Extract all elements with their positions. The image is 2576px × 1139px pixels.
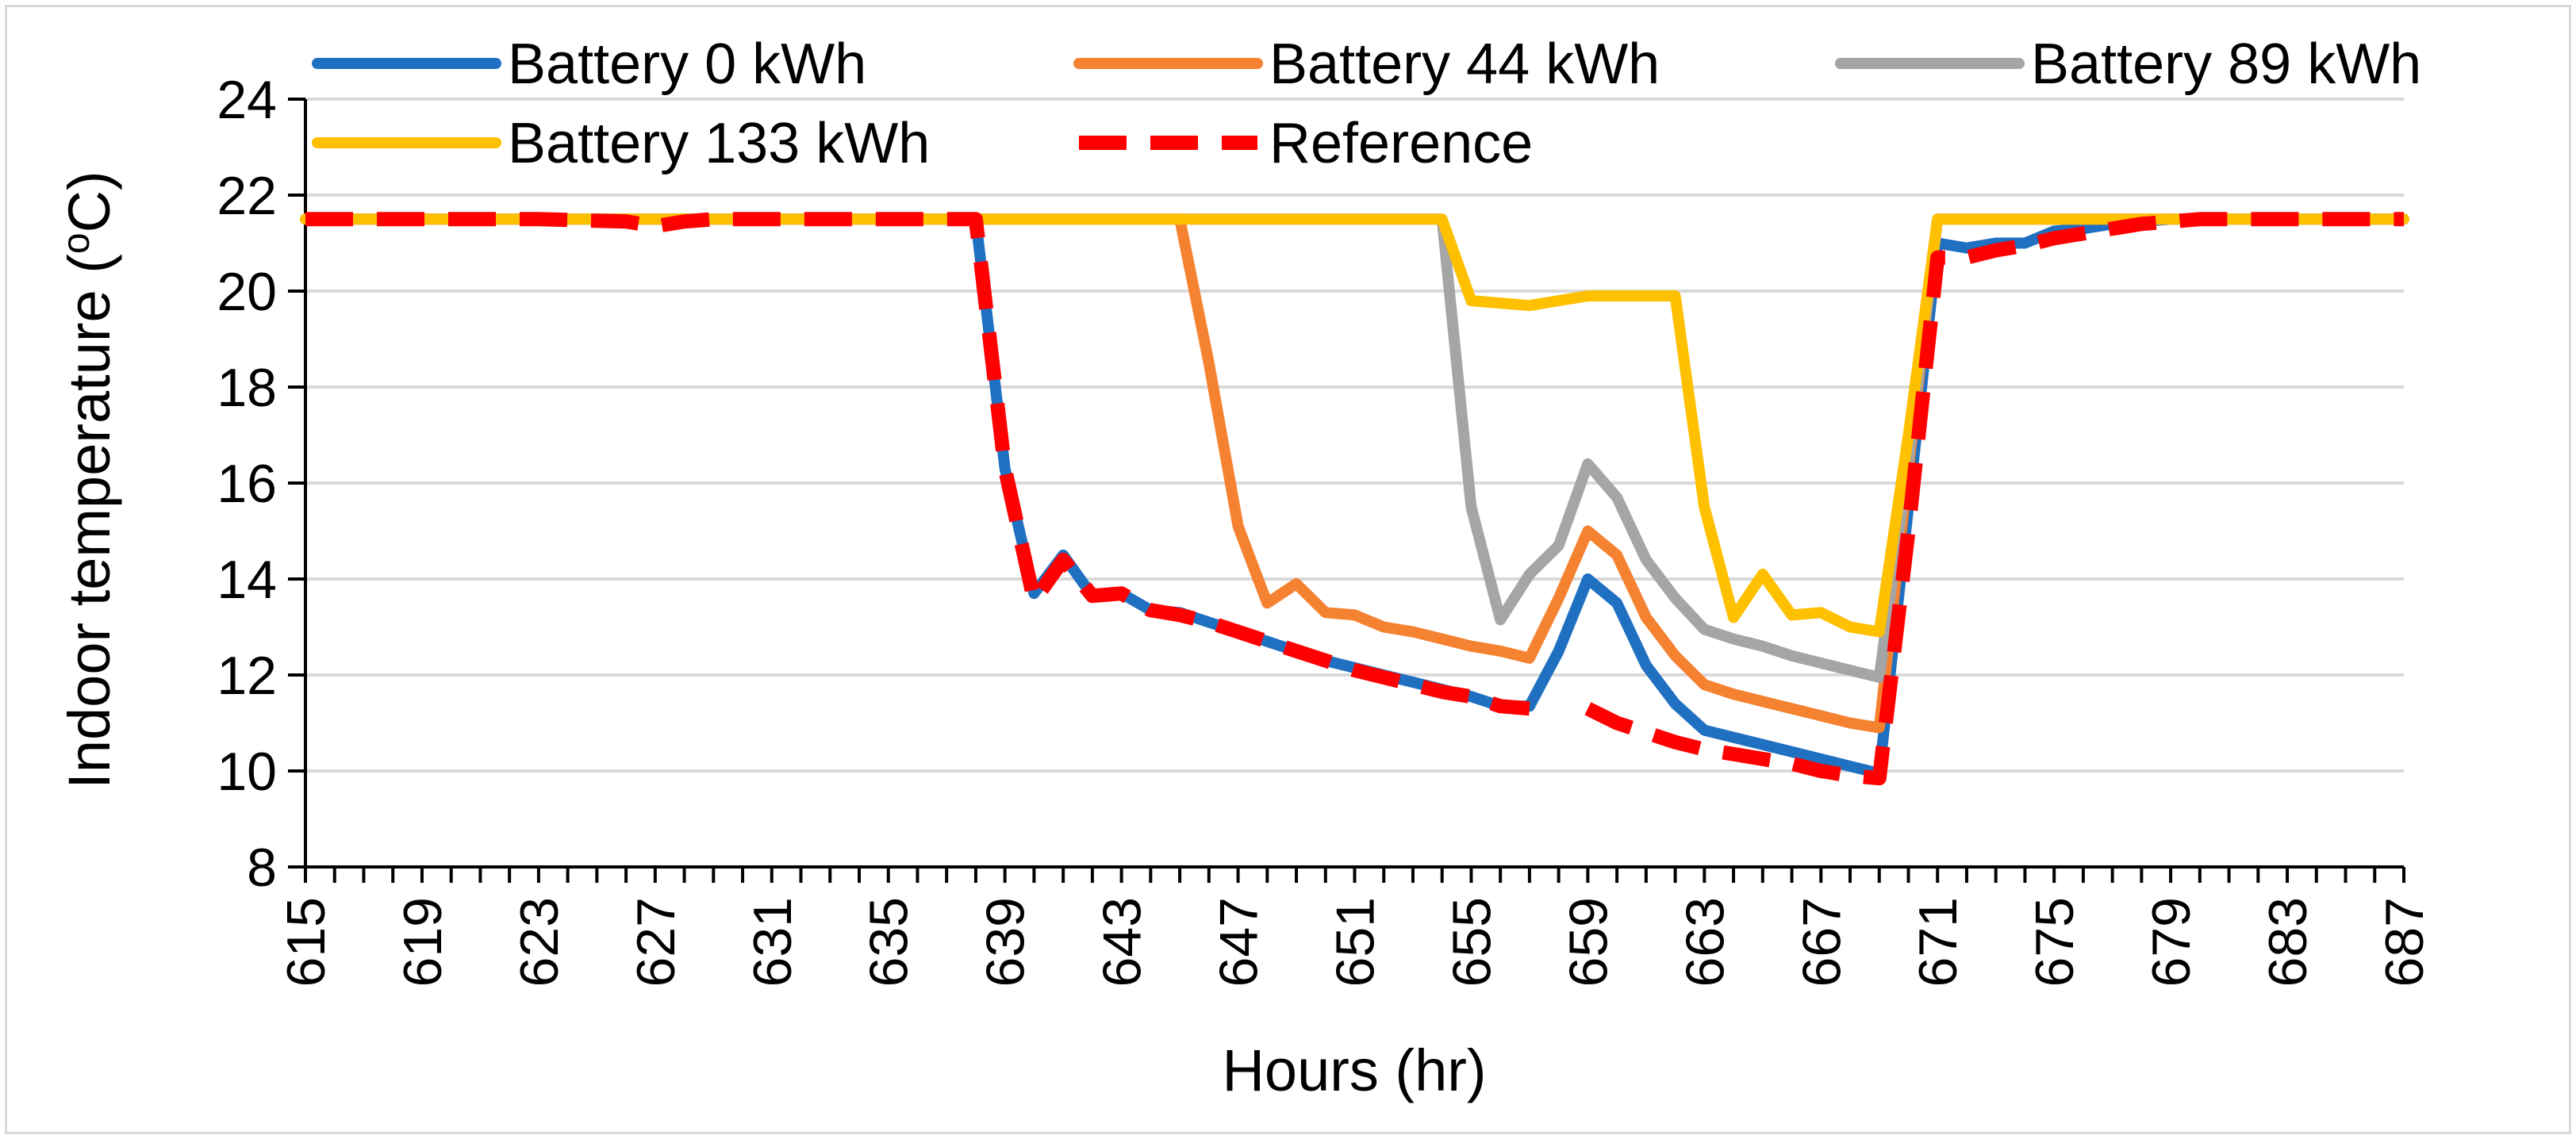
axes xyxy=(288,98,2405,883)
x-tick-label: 615 xyxy=(276,897,336,987)
y-tick-label: 20 xyxy=(217,262,277,322)
legend-label: Battery 44 kWh xyxy=(1269,33,1660,96)
x-tick-label: 643 xyxy=(1092,897,1153,987)
y-tick-label: 24 xyxy=(217,70,277,130)
x-tick-label: 659 xyxy=(1558,897,1618,987)
legend-label: Battery 133 kWh xyxy=(508,112,930,175)
series-line-battery-133-kwh xyxy=(300,213,2409,638)
y-tick-label: 12 xyxy=(217,646,277,706)
y-axis-title-main: Indoor temperature ( xyxy=(56,254,122,789)
y-axis-title: Indoor temperature (oC) xyxy=(56,171,122,788)
series-line-battery-89-kwh xyxy=(300,213,2409,683)
legend-label: Battery 0 kWh xyxy=(508,33,866,96)
y-axis-title-superscript: o xyxy=(56,232,98,254)
x-tick-label: 623 xyxy=(509,897,570,987)
x-tick-label: 627 xyxy=(626,897,686,987)
x-tick-label: 655 xyxy=(1442,897,1502,987)
x-tick-label: 639 xyxy=(976,897,1036,987)
y-tick-label: 16 xyxy=(217,454,277,514)
x-tick-label: 675 xyxy=(2025,897,2085,987)
series-line-reference xyxy=(1584,212,2404,786)
x-tick-label: 651 xyxy=(1326,897,1386,987)
x-tick-label: 671 xyxy=(1908,897,1968,987)
x-tick-labels: 615 619 623 627 631 635 639 643 647 651 655 659 663 6… xyxy=(276,897,2435,987)
x-tick-label: 635 xyxy=(859,897,919,987)
gridlines xyxy=(305,98,2404,773)
y-tick-label: 18 xyxy=(217,358,277,418)
legend-label: Battery 89 kWh xyxy=(2031,33,2421,96)
x-axis-title: Hours (hr) xyxy=(1222,1037,1486,1103)
y-tick-label: 10 xyxy=(217,742,277,802)
y-tick-labels: 8 10 12 14 16 18 20 22 24 xyxy=(217,70,277,898)
series-line-battery-44-kwh xyxy=(300,213,2409,734)
y-tick-label: 14 xyxy=(217,550,277,610)
x-tick-label: 647 xyxy=(1209,897,1269,987)
y-tick-label: 8 xyxy=(247,838,277,898)
y-tick-label: 22 xyxy=(217,166,277,226)
y-axis-title-tail: C) xyxy=(56,171,122,232)
legend: Battery 0 kWh Battery 44 kWh Battery 89 kW… xyxy=(312,33,2421,175)
x-tick-label: 663 xyxy=(1675,897,1735,987)
x-tick-label: 667 xyxy=(1791,897,1852,987)
series-line-battery-0-kwh xyxy=(300,213,2409,779)
x-tick-label: 619 xyxy=(393,897,453,987)
x-tick-label: 679 xyxy=(2141,897,2202,987)
x-tick-label: 687 xyxy=(2374,897,2435,987)
legend-label: Reference xyxy=(1269,112,1533,175)
chart-frame xyxy=(5,5,2571,1134)
series-line-reference xyxy=(305,212,1530,716)
x-tick-label: 683 xyxy=(2258,897,2318,987)
series-lines xyxy=(300,212,2409,786)
x-tick-label: 631 xyxy=(743,897,803,987)
